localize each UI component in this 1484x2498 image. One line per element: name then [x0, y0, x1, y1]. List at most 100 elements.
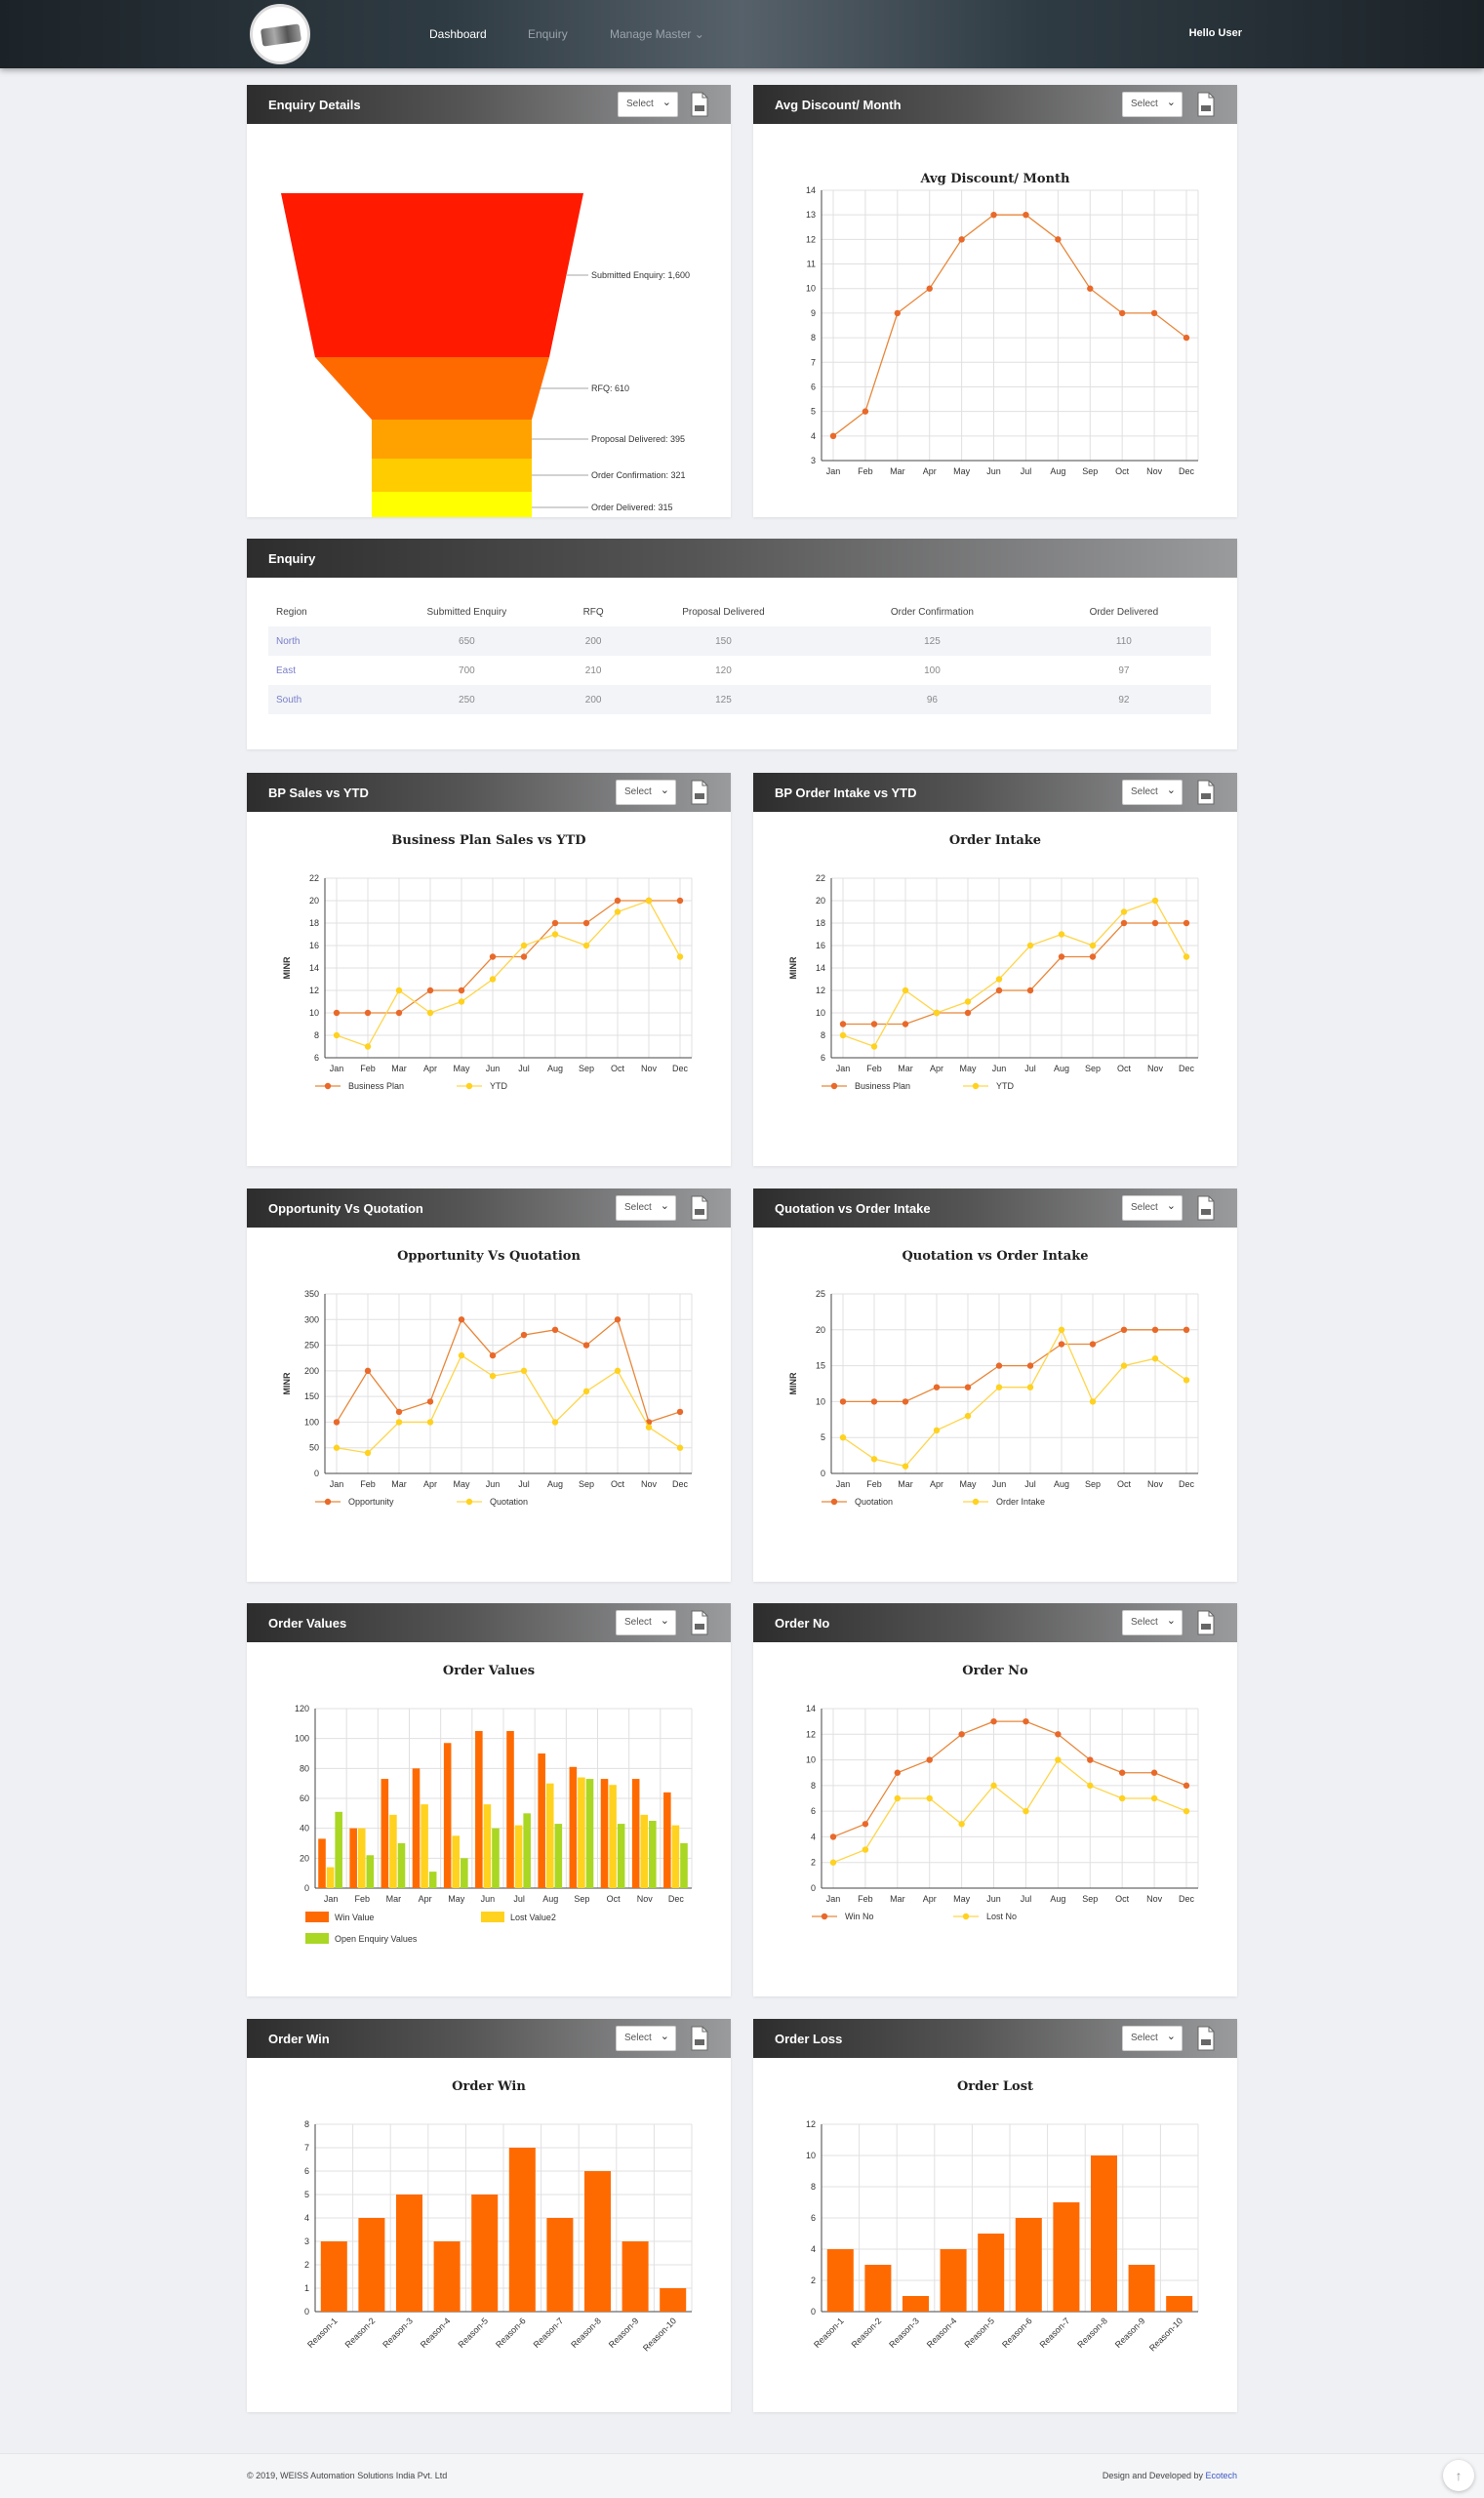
table-cell: 200	[567, 685, 620, 714]
pdf-export-icon[interactable]	[1196, 780, 1216, 805]
company-logo[interactable]	[250, 4, 310, 64]
pdf-export-icon[interactable]	[690, 1610, 709, 1635]
y-tick-label: 40	[300, 1824, 309, 1833]
x-tick-label: Jan	[836, 1479, 851, 1489]
data-point	[870, 1456, 878, 1463]
data-point	[870, 1398, 878, 1405]
region-link[interactable]: North	[268, 626, 367, 656]
card-header: BP Order Intake vs YTD Select ⌄	[753, 773, 1237, 812]
x-tick-label: May	[453, 1064, 470, 1073]
series-line	[336, 1354, 681, 1454]
data-point	[1089, 953, 1097, 960]
developer-link[interactable]: Ecotech	[1205, 2471, 1237, 2480]
pdf-export-icon[interactable]	[1196, 2026, 1216, 2051]
chevron-down-icon: ⌄	[660, 1200, 669, 1212]
x-tick-label: Jan	[324, 1894, 339, 1904]
bar	[631, 1779, 640, 1888]
period-select[interactable]: Select ⌄	[1122, 92, 1183, 117]
x-tick-label: Reason-3	[381, 2316, 415, 2350]
data-point	[995, 976, 1003, 983]
data-point	[1058, 953, 1065, 960]
bar	[978, 2234, 1005, 2312]
data-point	[958, 1731, 965, 1738]
pdf-export-icon[interactable]	[690, 1195, 709, 1221]
pdf-export-icon[interactable]	[690, 2026, 709, 2051]
scroll-to-top-button[interactable]: ↑	[1443, 2460, 1474, 2491]
column-header: Order Delivered	[1089, 606, 1159, 618]
legend-label: Business Plan	[348, 1081, 404, 1091]
bar	[617, 1824, 625, 1888]
x-tick-label: Reason-1	[812, 2316, 846, 2350]
card-order-loss: Order Loss Select ⌄ Order Lost 0 2 4 6 8 10 12 Re…	[753, 2019, 1237, 2412]
x-tick-label: Mar	[890, 466, 905, 476]
table-cell: 125	[619, 685, 828, 714]
table-row: North 650 200 150 125 110	[268, 626, 1211, 656]
select-label: Select	[1131, 1202, 1158, 1213]
y-tick-label: 200	[304, 1366, 319, 1376]
pdf-export-icon[interactable]	[690, 780, 709, 805]
user-greeting[interactable]: Hello User	[1188, 27, 1242, 39]
data-point	[489, 1351, 497, 1359]
x-tick-label: Reason-9	[607, 2316, 641, 2350]
data-point	[990, 1782, 997, 1790]
data-point	[933, 1427, 941, 1434]
x-tick-label: Jun	[486, 1064, 501, 1073]
x-tick-label: Mar	[890, 1894, 905, 1904]
pdf-export-icon[interactable]	[1196, 1610, 1216, 1635]
chart-title: Order Values	[443, 1664, 535, 1678]
x-tick-label: Dec	[672, 1064, 689, 1073]
card-title: Order Values	[268, 1616, 347, 1631]
period-select[interactable]: Select ⌄	[616, 1610, 676, 1635]
period-select[interactable]: Select ⌄	[1122, 1610, 1183, 1635]
data-point	[364, 1009, 372, 1017]
nav-manage-master[interactable]: Manage Master ⌄	[610, 27, 704, 41]
x-tick-label: Sep	[1085, 1064, 1101, 1073]
period-select[interactable]: Select ⌄	[1122, 2026, 1183, 2051]
bar	[609, 1785, 617, 1888]
quotation-order-intake-chart: Quotation vs Order Intake 0 5 10 15 20 25 MINR J…	[788, 1249, 1199, 1507]
enquiry-table: Region Submitted Enquiry RFQ Proposal De…	[268, 597, 1211, 714]
data-point	[489, 1372, 497, 1380]
y-tick-label: 8	[811, 1781, 816, 1791]
x-tick-label: Apr	[923, 466, 937, 476]
bar	[546, 2218, 574, 2312]
period-select[interactable]: Select ⌄	[618, 92, 678, 117]
region-link[interactable]: East	[276, 665, 297, 676]
y-tick-label: 8	[811, 2182, 816, 2192]
region-link[interactable]: South	[268, 685, 367, 714]
y-tick-label: 100	[295, 1734, 309, 1744]
pdf-export-icon[interactable]	[1196, 1195, 1216, 1221]
x-tick-label: Aug	[1054, 1479, 1069, 1489]
x-tick-label: Jun	[992, 1479, 1007, 1489]
period-select[interactable]: Select ⌄	[1122, 780, 1183, 805]
x-tick-label: Apr	[423, 1064, 437, 1073]
x-tick-label: May	[448, 1894, 465, 1904]
period-select[interactable]: Select ⌄	[616, 1195, 676, 1221]
x-tick-label: Jan	[826, 1894, 841, 1904]
pdf-export-icon[interactable]	[1196, 92, 1216, 117]
nav-dashboard[interactable]: Dashboard	[429, 27, 487, 41]
data-point	[995, 987, 1003, 994]
chart-title: Order Intake	[949, 833, 1041, 848]
period-select[interactable]: Select ⌄	[616, 780, 676, 805]
y-tick-label: 20	[816, 1325, 825, 1335]
table-cell: 700	[459, 665, 475, 676]
x-tick-label: Jan	[836, 1064, 851, 1073]
data-point	[395, 1419, 403, 1426]
funnel-chart: Submitted Enquiry: 1,600 RFQ: 610 Propos…	[281, 193, 690, 524]
period-select[interactable]: Select ⌄	[616, 2026, 676, 2051]
period-select[interactable]: Select ⌄	[1122, 1195, 1183, 1221]
data-point	[1183, 1377, 1190, 1384]
x-tick-label: Sep	[1085, 1479, 1101, 1489]
y-tick-label: 11	[807, 260, 816, 269]
x-tick-label: Jul	[1024, 1479, 1036, 1489]
x-tick-label: Sep	[1082, 1894, 1098, 1904]
data-point	[395, 1009, 403, 1017]
bar	[583, 2171, 612, 2312]
select-label: Select	[626, 99, 654, 109]
x-tick-label: Feb	[360, 1064, 376, 1073]
data-point	[364, 1449, 372, 1457]
pdf-export-icon[interactable]	[690, 92, 709, 117]
card-header: Opportunity Vs Quotation Select ⌄	[247, 1189, 731, 1228]
nav-enquiry[interactable]: Enquiry	[528, 27, 568, 41]
